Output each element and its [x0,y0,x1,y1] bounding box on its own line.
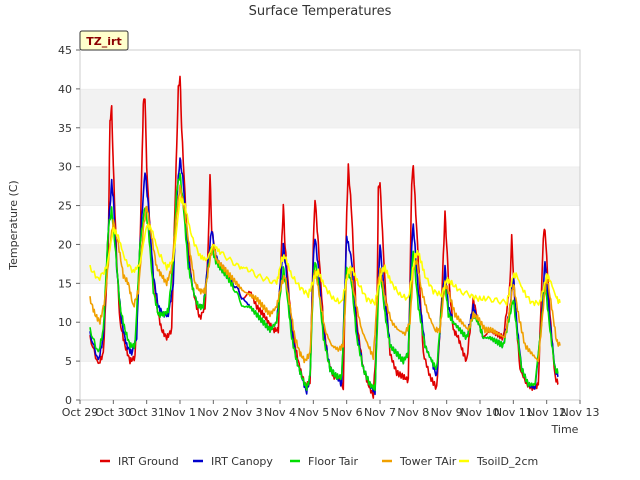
grid-band [80,50,580,89]
grid-band [80,127,580,167]
grid-bands [80,49,580,400]
x-tick-label: Nov 7 [364,406,396,419]
legend-label: Tower TAir [399,455,457,468]
x-axis-title: Time [551,423,579,436]
y-tick-label: 0 [65,394,72,407]
y-tick-label: 25 [58,200,72,213]
x-tick-label: Nov 11 [494,406,533,419]
y-tick-label: 5 [65,355,72,368]
station-badge-box [79,30,129,51]
x-tick-label: Oct 30 [95,406,132,419]
x-tick-label: Nov 1 [164,406,196,419]
grid-band [80,88,580,128]
series-lines [89,75,561,399]
series-line-tsoild-2cm [89,196,561,307]
y-tick-label: 15 [58,277,72,290]
legend-label: IRT Ground [118,455,179,468]
legend-label: IRT Canopy [211,455,273,468]
x-tick-label: Nov 3 [231,406,263,419]
station-badge-label: TZ_irt [86,35,121,48]
y-tick-label: 40 [58,83,72,96]
y-axis-title: Temperature (C) [7,180,20,270]
y-tick-label: 10 [58,316,72,329]
chart-title: Surface Temperatures [249,4,392,19]
grid-band [80,205,580,245]
station-badge: TZ_irt [79,30,129,51]
x-tick-label: Nov 6 [331,406,363,419]
x-tick-label: Oct 29 [62,406,99,419]
legend-label: Floor Tair [308,455,359,468]
y-tick-label: 35 [58,122,72,135]
x-tick-label: Nov 12 [527,406,566,419]
x-tick-label: Nov 13 [561,406,600,419]
x-tick-label: Nov 10 [461,406,500,419]
legend: IRT Ground IRT Canopy Floor Tair Tower TAir… [100,455,538,468]
x-tick-label: Oct 31 [128,406,165,419]
x-tick-label: Nov 2 [197,406,229,419]
series-line-tower-tair [89,184,561,364]
x-tick-label: Nov 8 [397,406,429,419]
x-tick-label: Nov 5 [297,406,329,419]
plot-area-frame [79,49,581,401]
legend-label: TsoilD_2cm [476,455,538,468]
y-tick-label: 45 [58,44,72,57]
y-tick-label: 20 [58,238,72,251]
grid-band [80,166,580,206]
y-tick-label: 30 [58,161,72,174]
x-tick-label: Nov 9 [431,406,463,419]
y-axis-ticks: 0 5 10 15 20 25 30 35 40 45 [58,44,80,407]
x-tick-label: Nov 4 [264,406,296,419]
